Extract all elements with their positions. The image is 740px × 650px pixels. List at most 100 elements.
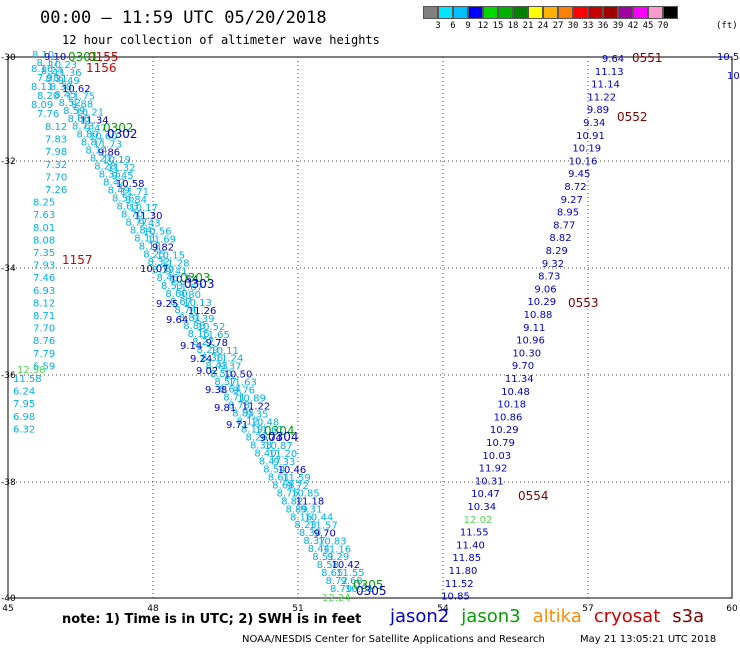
swath-label-a: 8.12 (237, 417, 259, 428)
right-track-value: 10.79 (486, 438, 515, 449)
scale-label: 3 (435, 21, 441, 31)
right-track-value: 10.88 (524, 310, 553, 321)
page-title: 00:00 – 11:59 UTC 05/20/2018 (40, 8, 327, 28)
time-label: 1157 (62, 253, 93, 267)
swath-label-a: 8.57 (214, 377, 236, 388)
edge-value: 10.5 (717, 52, 739, 63)
right-track-value: 8.82 (549, 233, 571, 244)
swath-label-b: 9.39 (192, 314, 214, 325)
swath-label-b: 10.89 (237, 393, 266, 404)
swath-label-b: 10.19 (102, 155, 131, 166)
swath-label-b: 11.71 (120, 187, 149, 198)
left-cluster-value: 8.11 (31, 82, 53, 93)
right-track-value: 11.22 (587, 92, 616, 103)
lon-tick-label: 60 (726, 604, 738, 614)
map-frame (7, 56, 733, 599)
swath-label-b: 10.44 (305, 513, 334, 524)
swath-label-b: 11.59 (282, 473, 311, 484)
swath-label-b: 10.11 (210, 346, 239, 357)
swath-label-b: 9.43 (138, 219, 160, 230)
swath-label-a: 8.35 (99, 170, 121, 181)
swath-label-a: 8.46 (157, 273, 179, 284)
swath-label-b: 9.37 (219, 362, 241, 373)
lat-tick-label: -34 (1, 264, 16, 274)
swath-label-a: 8.81 (179, 313, 201, 324)
swath-label-b: 9.74 (260, 433, 282, 444)
left-column-value: 7.79 (33, 349, 55, 360)
swath-label-b: 9.41 (165, 266, 187, 277)
swath-label-b: 9.29 (327, 552, 349, 563)
swath-label-a: 8.54 (263, 464, 285, 475)
swath-label-b: 9.49 (57, 76, 79, 87)
swath-label-b: 9.78 (206, 338, 228, 349)
time-label: 0554 (518, 489, 549, 503)
swath-label-a: 8.68 (272, 480, 294, 491)
swath-label-a: 8.71 (223, 393, 245, 404)
swath-label-b: 11.16 (323, 544, 352, 555)
swath-label-a: 8.47 (259, 456, 281, 467)
legend-altika: altika (532, 606, 582, 627)
right-track-value: 12.02 (464, 515, 493, 526)
swath-label-a: 8.67 (170, 297, 192, 308)
swath-label-b: 11.28 (161, 258, 190, 269)
edge-value: 10 (727, 71, 740, 82)
swath-label-a: 8.26 (245, 433, 267, 444)
left-column-value: 6.32 (13, 424, 35, 435)
time-label: 0303 (180, 271, 211, 285)
swath-label-a: 8.85 (232, 409, 254, 420)
scale-label: 18 (507, 21, 519, 31)
scale-swatch (423, 6, 438, 19)
swath-label-a: 8.74 (174, 305, 196, 316)
swath-label-b: 10.62 (62, 84, 91, 95)
swath-value: 9.71 (226, 420, 248, 431)
right-track-value: 8.73 (538, 272, 560, 283)
right-track-value: 11.80 (449, 566, 478, 577)
swath-label-b: 11.26 (188, 306, 217, 317)
edge-value: 12.24 (322, 593, 351, 604)
swath-label-a: 8.63 (117, 201, 139, 212)
swath-label-b: 9.76 (233, 385, 255, 396)
scale-label: 21 (522, 21, 534, 31)
swath-label-b: 11.63 (228, 378, 257, 389)
left-column-value: 7.46 (33, 273, 55, 284)
swath-label-b: 10.52 (197, 322, 226, 333)
right-track-value: 9.06 (534, 284, 556, 295)
lat-tick-label: -38 (1, 478, 16, 488)
swath-label-b: 10.60 (89, 131, 118, 142)
right-track-value: 10.31 (475, 476, 504, 487)
swath-label-a: 8.89 (286, 504, 308, 515)
swath-label-a: 8.29 (197, 345, 219, 356)
lon-tick-label: 48 (147, 604, 159, 614)
scale-label: 12 (477, 21, 489, 31)
swath-label-b: 9.88 (71, 100, 93, 111)
swath-label-b: 10.85 (291, 489, 320, 500)
left-column-value: 6.24 (13, 387, 35, 398)
scale-swatch (438, 6, 453, 19)
scale-label: 70 (657, 21, 669, 31)
swath-label-a: 8.42 (103, 178, 125, 189)
left-cluster-value: 8.09 (31, 100, 53, 111)
scale-label: 36 (597, 21, 609, 31)
scale-swatch (528, 6, 543, 19)
right-track-value: 9.70 (512, 361, 534, 372)
swath-label-a: 8.16 (290, 512, 312, 523)
time-label: 1156 (86, 61, 117, 75)
left-column-value: 7.32 (45, 160, 67, 171)
right-track-value: 10.16 (569, 156, 598, 167)
time-label: 0305 (353, 578, 384, 592)
swath-label-a: 8.25 (143, 249, 165, 260)
swath-label-a: 8.37 (303, 536, 325, 547)
swath-label-a: 8.75 (277, 488, 299, 499)
right-track-value: 11.13 (595, 67, 624, 78)
swath-label-b: 10.81 (345, 584, 374, 595)
right-track-value: 10.30 (512, 348, 541, 359)
right-track-value: 10.85 (441, 592, 470, 603)
left-column-value: 7.98 (45, 147, 67, 158)
scale-label: 30 (567, 21, 579, 31)
lon-tick-label: 57 (582, 604, 593, 614)
swath-label-a: 8.24 (41, 66, 63, 77)
swath-label-a: 8.32 (148, 257, 170, 268)
right-track-value: 10.03 (482, 451, 511, 462)
legend-cryosat: cryosat (593, 606, 661, 627)
right-track-value: 11.92 (479, 464, 508, 475)
